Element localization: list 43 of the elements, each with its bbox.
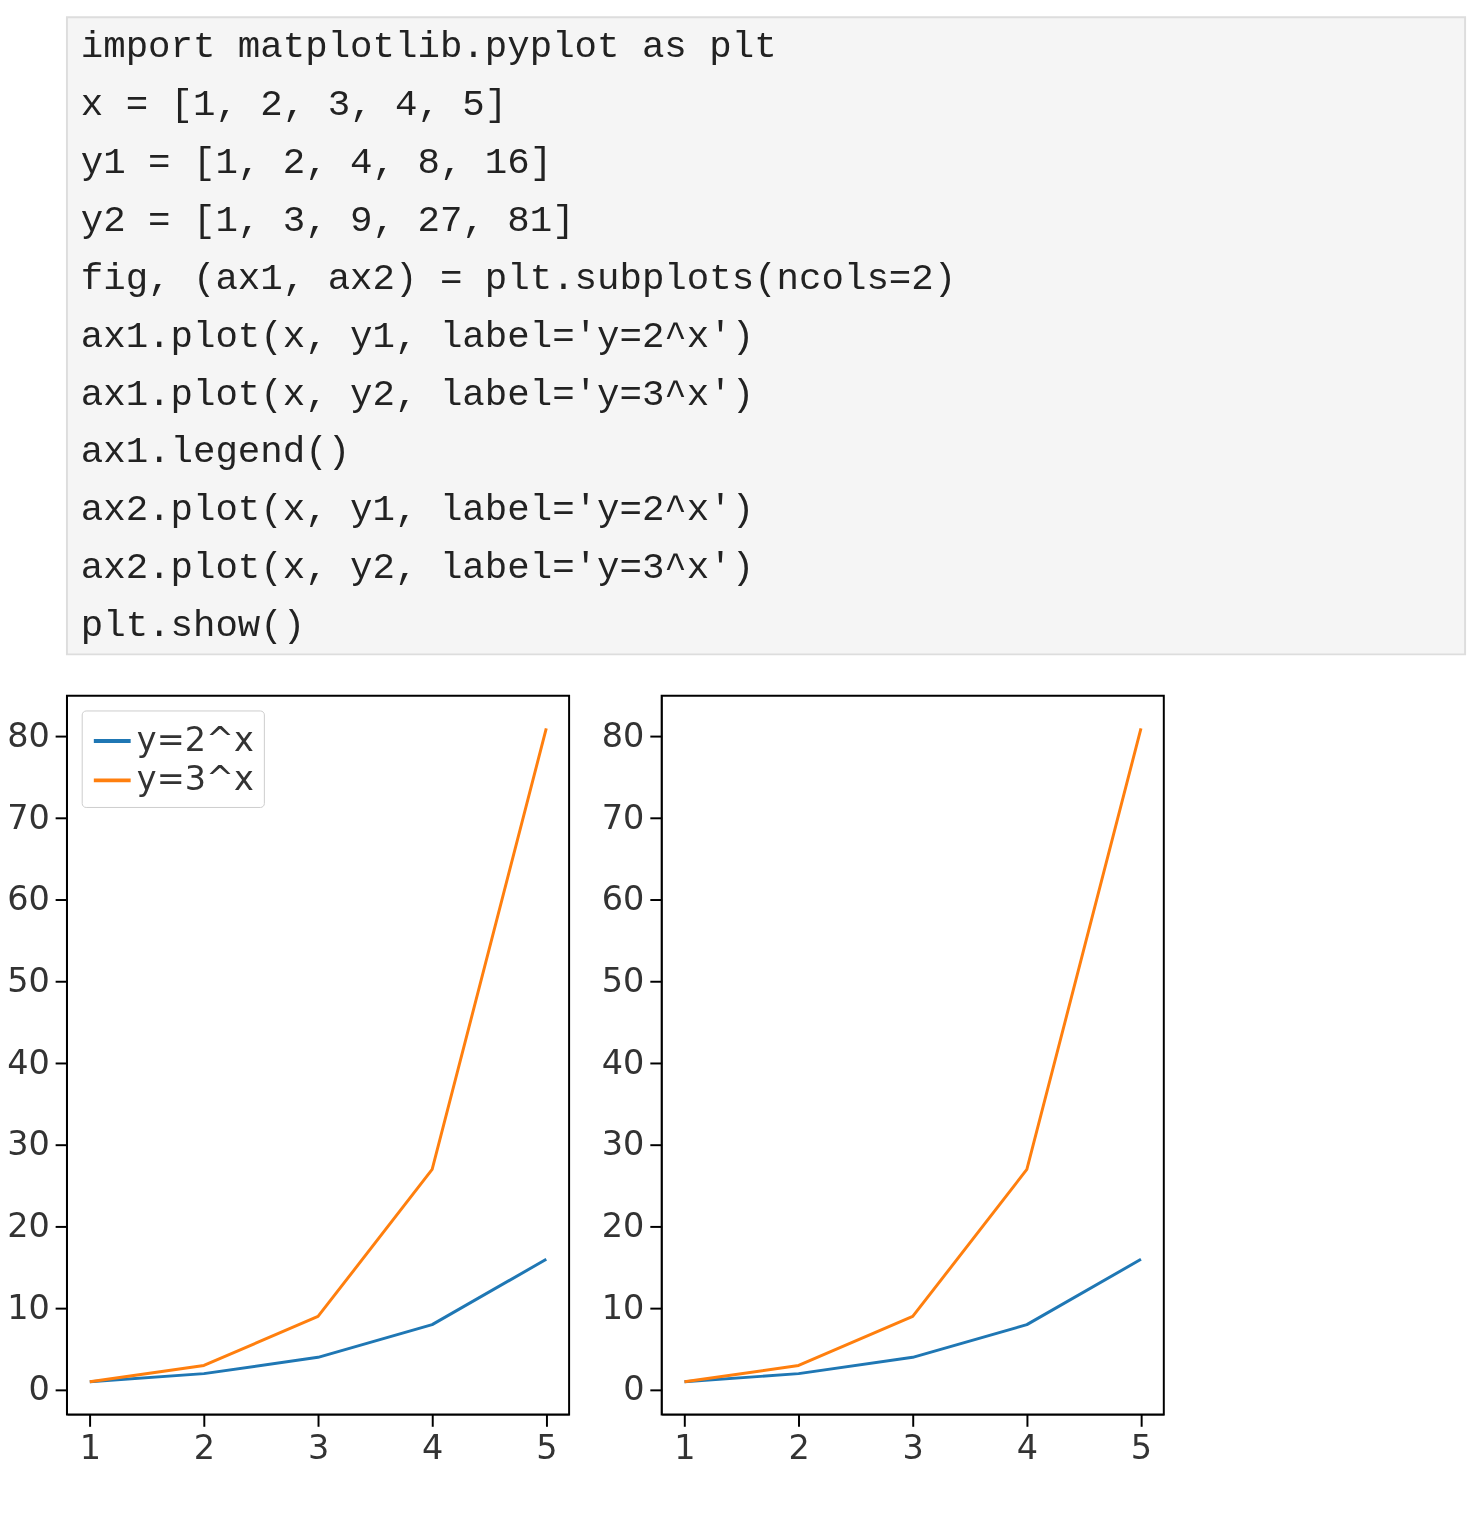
y-tick-label: 0 <box>623 1369 645 1409</box>
text: y2 = [1, 3, 9, 27, 81] <box>80 199 575 242</box>
text: ax1.plot(x, y1, label='y=2^x') <box>80 315 755 358</box>
y-tick-label: 40 <box>7 1042 50 1082</box>
x-tick-label: 4 <box>1016 1428 1038 1468</box>
y-tick-label: 20 <box>7 1205 50 1245</box>
line-series <box>88 726 548 1384</box>
y-tick-label: 60 <box>601 879 645 919</box>
x-tick-label: 2 <box>193 1428 216 1468</box>
y-tick-label: 80 <box>7 715 50 755</box>
text: plt.show() <box>80 605 306 648</box>
text: import matplotlib.pyplot as plt <box>80 26 777 69</box>
y-tick-label: 10 <box>601 1287 645 1327</box>
x-tick-label: 5 <box>1130 1428 1153 1468</box>
x-tick-label: 1 <box>79 1428 101 1468</box>
line-series <box>683 726 1143 1384</box>
legend-label: y=3^x <box>136 759 254 799</box>
y-tick-label: 60 <box>7 879 50 919</box>
x-tick-label: 3 <box>307 1428 330 1468</box>
y-tick-label: 10 <box>7 1287 50 1327</box>
y-tick-label: 20 <box>601 1205 645 1245</box>
y-tick-label: 70 <box>601 797 645 837</box>
y-tick-label: 50 <box>601 960 645 1000</box>
text: ax2.plot(x, y2, label='y=3^x') <box>80 547 755 590</box>
x-tick-label: 1 <box>674 1428 696 1468</box>
x-tick-label: 3 <box>902 1428 924 1468</box>
y-tick-label: 30 <box>601 1124 645 1164</box>
y-tick-label: 50 <box>7 960 50 1000</box>
text: ax2.plot(x, y1, label='y=2^x') <box>80 489 755 532</box>
text: y1 = [1, 2, 4, 8, 16] <box>80 141 553 184</box>
x-tick-label: 2 <box>788 1428 810 1468</box>
x-tick-label: 4 <box>422 1428 444 1468</box>
text: ax1.plot(x, y2, label='y=3^x') <box>80 373 755 416</box>
legend-label: y=2^x <box>136 719 254 759</box>
text: x = [1, 2, 3, 4, 5] <box>80 84 508 127</box>
text: ax1.legend() <box>80 431 351 474</box>
y-tick-label: 80 <box>601 715 645 755</box>
y-tick-label: 70 <box>7 797 50 837</box>
x-tick-label: 5 <box>536 1428 558 1468</box>
y-tick-label: 40 <box>601 1042 645 1082</box>
text: fig, (ax1, ax2) = plt.subplots(ncols=2) <box>80 257 957 300</box>
y-tick-label: 30 <box>7 1124 50 1164</box>
y-tick-label: 0 <box>28 1369 50 1409</box>
